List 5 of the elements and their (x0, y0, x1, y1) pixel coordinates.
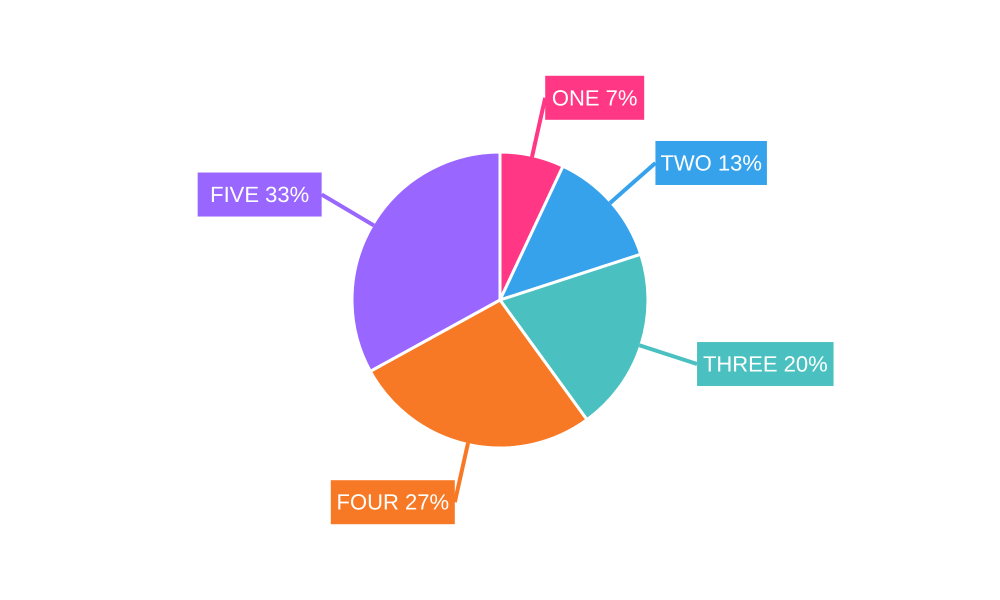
slice-label: FOUR 27% (336, 490, 450, 515)
slice-label: ONE 7% (552, 85, 638, 110)
slice-label: FIVE 33% (210, 182, 310, 208)
slice-label: THREE 20% (702, 352, 828, 377)
slice-label: TWO 13% (660, 150, 762, 176)
